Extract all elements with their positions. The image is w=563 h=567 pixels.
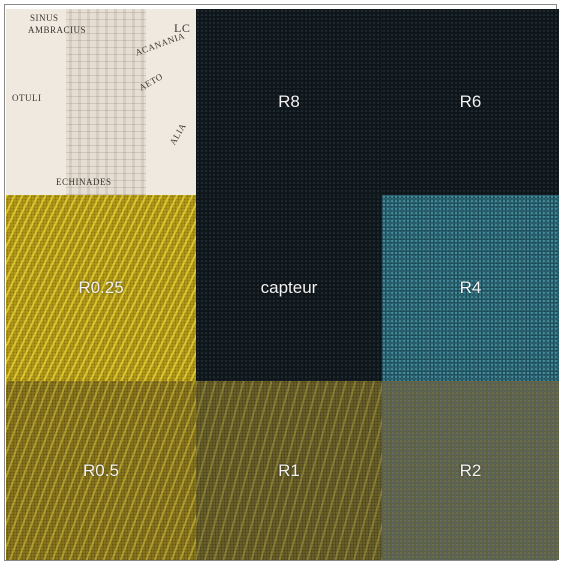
tile-r05: R0.5 [6,381,196,560]
map-label-otuli: OTULI [12,93,42,103]
tile-label-r8: R8 [278,92,300,111]
tile-r025: R0.25 [6,195,196,381]
map-label-echinades: ECHINADES [56,177,112,187]
tile-label-r1: R1 [278,460,300,480]
tile-label-capteur: capteur [260,278,318,297]
tile-label-r4: R4 [459,278,482,297]
tile-label-r025: R0.25 [78,278,124,297]
tile-label-r05: R0.5 [83,460,119,480]
resolution-mosaic: SINUS AMBRACIUS LC ACANANIA AETO OTULI E… [6,9,559,560]
tile-label-r2: R2 [459,460,482,480]
map-label-ambracius: AMBRACIUS [28,25,87,35]
tile-r2: R2 [382,381,559,560]
tile-r8: R8 [196,9,382,195]
tile-r1: R1 [196,381,382,560]
map-label-sinus: SINUS [30,13,59,23]
tile-capteur: capteur [196,195,382,381]
map-tile-original: SINUS AMBRACIUS LC ACANANIA AETO OTULI E… [6,9,196,195]
map-label-lc: LC [174,21,191,35]
tile-label-r6: R6 [459,92,482,111]
tile-r4: R4 [382,195,559,381]
tile-r6: R6 [382,9,559,195]
